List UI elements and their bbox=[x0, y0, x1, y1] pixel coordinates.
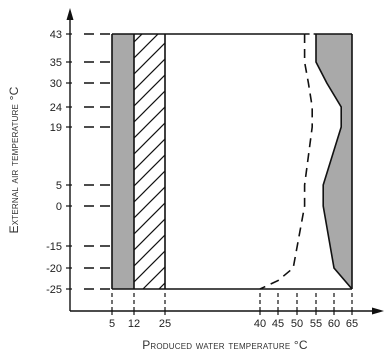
y-tick-label: 35 bbox=[50, 57, 62, 69]
x-tick-label: 12 bbox=[128, 318, 140, 330]
right-grey-region bbox=[316, 34, 352, 289]
outer-boundary-line bbox=[315, 34, 353, 290]
y-tick-label: 0 bbox=[56, 201, 62, 213]
y-tick-label: 24 bbox=[50, 102, 62, 114]
x-tick-label: 55 bbox=[310, 318, 322, 330]
x-tick-label: 5 bbox=[109, 318, 115, 330]
y-tick-label: -15 bbox=[46, 241, 62, 253]
x-tick-label: 50 bbox=[291, 318, 303, 330]
x-tick-label: 60 bbox=[328, 318, 340, 330]
y-tick-label: -20 bbox=[46, 263, 62, 275]
hatched-band bbox=[134, 34, 165, 289]
y-tick-label: 5 bbox=[56, 180, 62, 192]
y-tick-label: 30 bbox=[50, 78, 62, 90]
y-tick-label: 43 bbox=[50, 29, 62, 41]
x-tick-label: 45 bbox=[272, 318, 284, 330]
x-tick-label: 40 bbox=[254, 318, 266, 330]
x-axis-label: Produced water temperature °C bbox=[142, 338, 308, 352]
x-axis-arrow-icon bbox=[372, 307, 384, 315]
y-axis-label-container: External air temperature °C bbox=[4, 60, 24, 260]
y-axis-label: External air temperature °C bbox=[7, 86, 21, 234]
x-tick-label: 25 bbox=[159, 318, 171, 330]
left-grey-band bbox=[112, 34, 134, 289]
y-tick-label: -25 bbox=[46, 284, 62, 296]
y-axis-arrow-icon bbox=[66, 8, 74, 20]
y-tick-label: 19 bbox=[50, 122, 62, 134]
inner-dashed-boundary-line bbox=[259, 34, 313, 290]
x-tick-label: 65 bbox=[346, 318, 358, 330]
